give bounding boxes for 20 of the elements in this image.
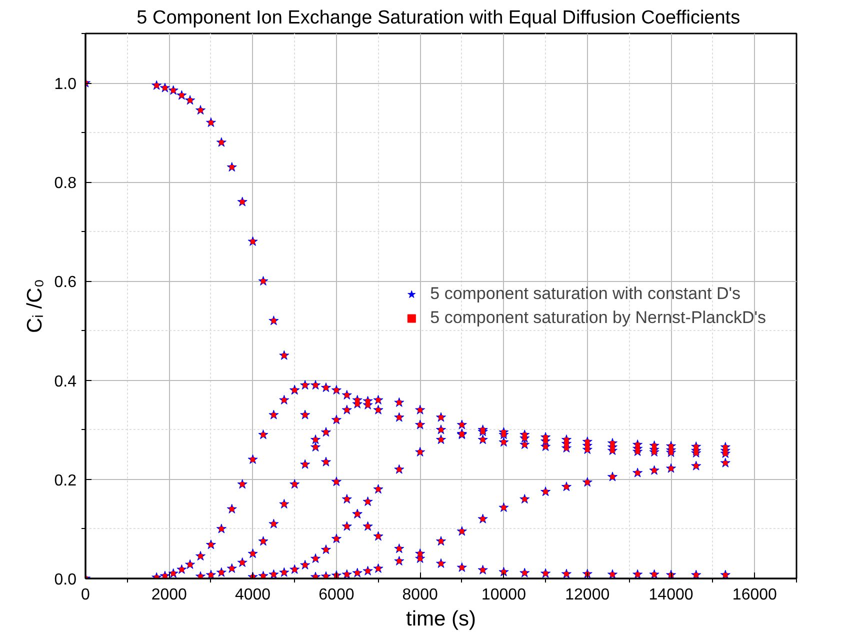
x-tick-label: 6000	[318, 586, 354, 604]
y-tick-label: 0.4	[54, 373, 77, 390]
y-tick-label: 0.0	[54, 572, 77, 588]
y-tick-label: 1.0	[54, 76, 77, 94]
x-tick-label: 4000	[234, 586, 271, 604]
x-axis-title: time (s)	[406, 608, 476, 630]
legend-label: 5 component saturation with constant D's	[430, 284, 740, 304]
y-axis-title: Cᵢ /C₀	[23, 278, 46, 334]
y-tick-label: 0.8	[54, 175, 77, 192]
legend-label: 5 component saturation by Nernst-PlanckD's	[430, 308, 766, 328]
x-tick-label: 12000	[565, 586, 610, 604]
x-tick-label: 14000	[648, 586, 694, 604]
y-tick-label: 0.6	[54, 274, 77, 292]
x-tick-label: 8000	[402, 586, 438, 604]
chart-title: 5 Component Ion Exchange Saturation with Equal Diffusion Coefficients	[136, 8, 740, 28]
x-tick-label: 2000	[151, 586, 188, 604]
x-tick-label: 16000	[732, 586, 778, 604]
x-tick-label: 0	[81, 586, 90, 604]
y-tick-label: 0.2	[54, 472, 77, 490]
x-tick-label: 10000	[481, 586, 526, 604]
